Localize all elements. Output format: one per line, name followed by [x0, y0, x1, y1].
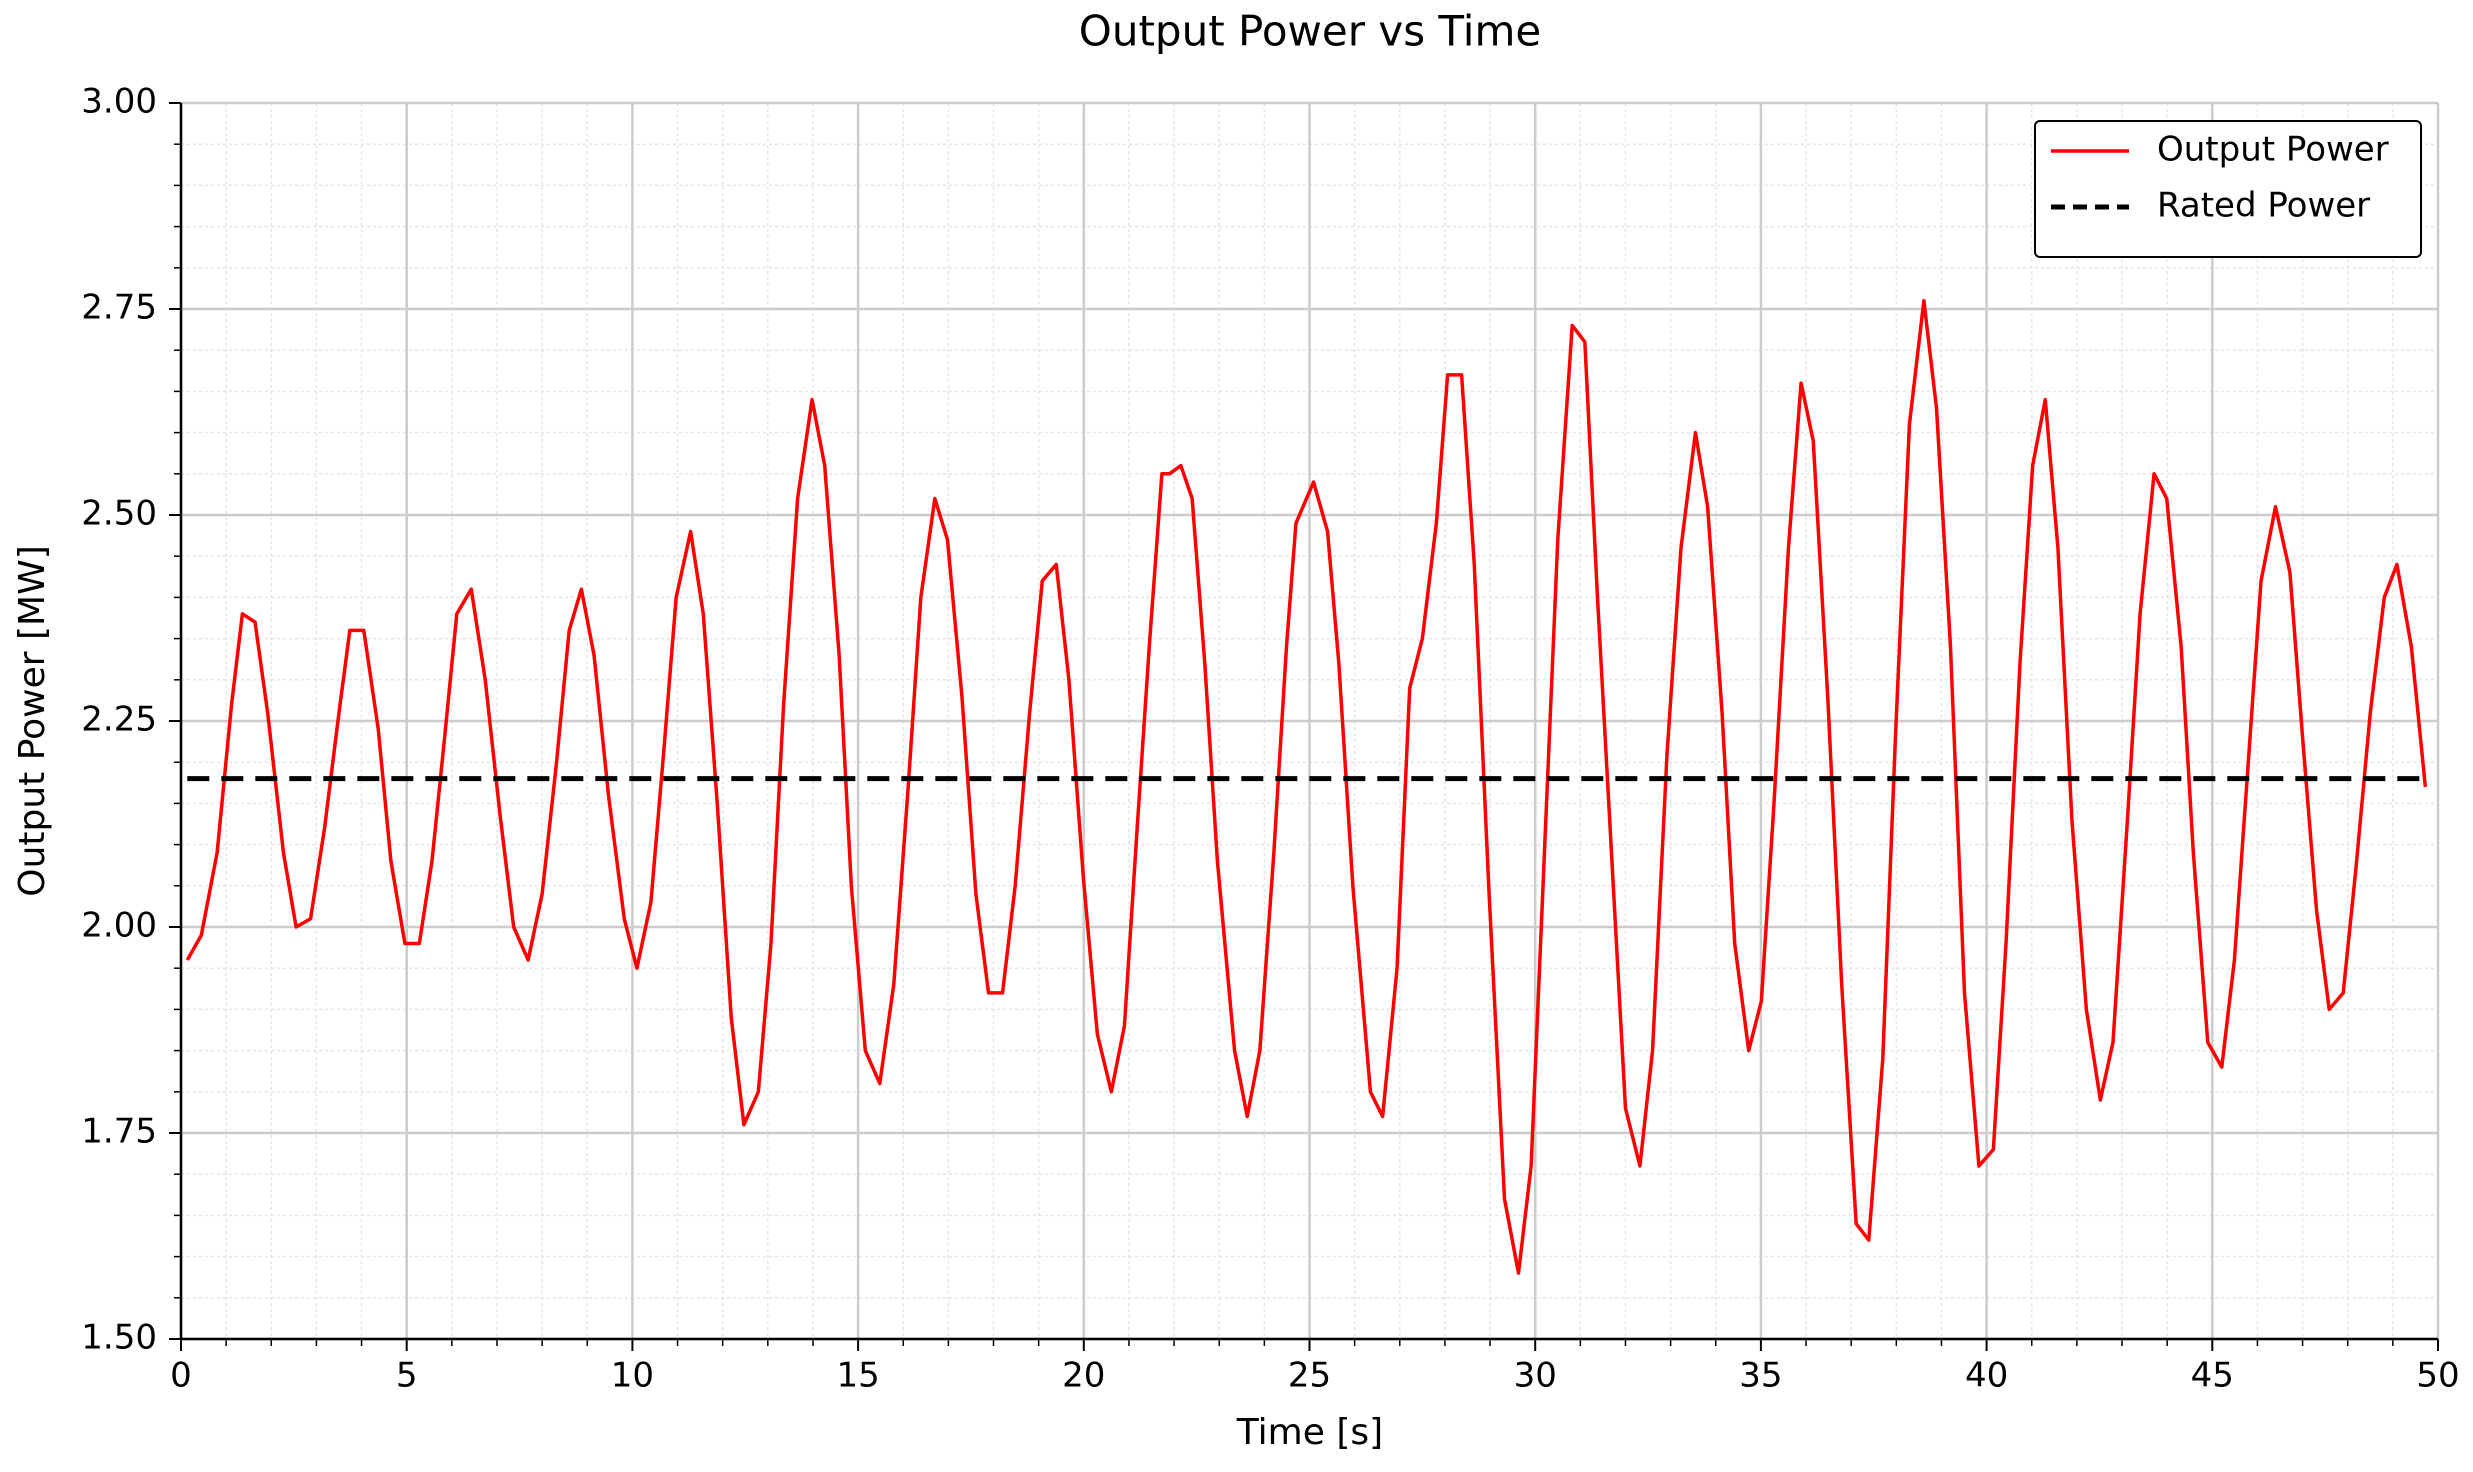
- x-tick-label: 25: [1288, 1356, 1331, 1396]
- legend-label: Output Power: [2157, 130, 2389, 170]
- x-tick-label: 5: [396, 1356, 418, 1396]
- y-tick-label: 1.50: [81, 1318, 157, 1358]
- x-axis-label: Time [s]: [1236, 1412, 1383, 1453]
- x-tick-label: 15: [836, 1356, 879, 1396]
- x-tick-label: 40: [1965, 1356, 2008, 1396]
- x-tick-label: 35: [1739, 1356, 1782, 1396]
- x-tick-label: 0: [170, 1356, 192, 1396]
- legend-box: [2034, 120, 2422, 258]
- y-tick-label: 1.75: [81, 1112, 157, 1152]
- y-tick-label: 2.25: [81, 700, 157, 740]
- x-tick-label: 30: [1514, 1356, 1557, 1396]
- x-tick-label: 10: [611, 1356, 654, 1396]
- series-line: [185, 299, 2428, 1275]
- chart-title: Output Power vs Time: [1079, 7, 1541, 56]
- y-axis-label: Output Power [MW]: [12, 545, 53, 897]
- legend-label: Rated Power: [2157, 186, 2370, 226]
- y-tick-label: 2.75: [81, 288, 157, 328]
- legend: Output Power Rated Power: [2034, 120, 2422, 258]
- y-tick-label: 3.00: [81, 82, 157, 122]
- x-tick-label: 50: [2416, 1356, 2459, 1396]
- y-tick-label: 2.50: [81, 494, 157, 534]
- x-tick-label: 20: [1062, 1356, 1105, 1396]
- x-tick-label: 45: [2191, 1356, 2234, 1396]
- y-tick-label: 2.00: [81, 906, 157, 946]
